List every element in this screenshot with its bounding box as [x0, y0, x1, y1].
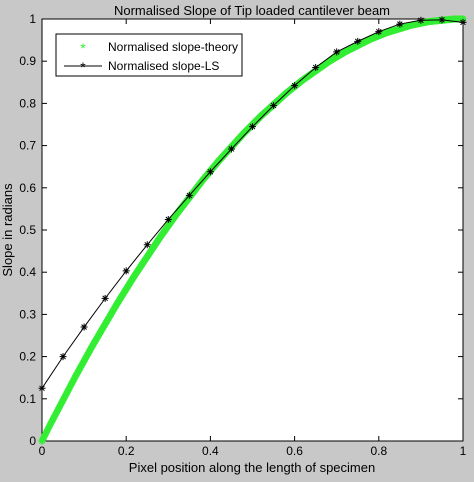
x-tick-label: 0 [39, 444, 46, 458]
x-tick-label: 0.8 [370, 444, 387, 458]
y-tick-label: 0.9 [19, 54, 36, 68]
y-tick-label: 0.6 [19, 181, 36, 195]
ls-marker [122, 267, 130, 275]
y-tick-label: 0.1 [19, 392, 36, 406]
ls-marker [270, 102, 278, 110]
ls-marker [143, 241, 151, 249]
ls-marker [396, 20, 404, 28]
y-tick-label: 0.2 [19, 350, 36, 364]
legend: * Normalised slope-theory * Normalised s… [55, 33, 243, 77]
ls-marker [459, 18, 467, 26]
y-axis-label: Slope in radians [0, 183, 15, 277]
y-tick-label: 1 [29, 12, 36, 26]
y-tick-label: 0.3 [19, 307, 36, 321]
ls-marker [185, 191, 193, 199]
x-tick-label: 1 [460, 444, 467, 458]
ls-marker [438, 16, 446, 24]
ls-marker [375, 28, 383, 36]
legend-label-theory: Normalised slope-theory [108, 40, 238, 54]
ls-marker [227, 145, 235, 153]
legend-marker-theory: * [80, 40, 86, 56]
x-axis-label: Pixel position along the length of speci… [129, 460, 375, 475]
y-tick-label: 0.4 [19, 265, 36, 279]
ls-marker [59, 353, 67, 361]
ls-marker [206, 168, 214, 176]
ls-marker [333, 48, 341, 56]
y-tick-label: 0.8 [19, 96, 36, 110]
ls-marker [312, 64, 320, 72]
x-tick-label: 0.2 [118, 444, 135, 458]
chart-title: Normalised Slope of Tip loaded cantileve… [114, 3, 390, 18]
plot-area [41, 18, 464, 442]
ls-marker [249, 123, 256, 131]
ls-marker [101, 294, 109, 302]
y-tick-label: 0.7 [19, 139, 36, 153]
ls-marker [417, 16, 425, 24]
ls-marker [291, 82, 299, 90]
legend-box [55, 33, 243, 77]
y-tick-label: 0 [29, 434, 36, 448]
ls-marker [354, 37, 362, 45]
ls-marker [164, 215, 172, 223]
legend-label-ls: Normalised slope-LS [108, 59, 219, 73]
ls-marker [80, 323, 88, 331]
y-tick-label: 0.5 [19, 223, 36, 237]
legend-marker-ls: * [80, 59, 86, 75]
ls-marker [38, 384, 46, 392]
x-tick-label: 0.4 [202, 444, 219, 458]
x-tick-label: 0.6 [286, 444, 303, 458]
series-ls [38, 16, 467, 392]
